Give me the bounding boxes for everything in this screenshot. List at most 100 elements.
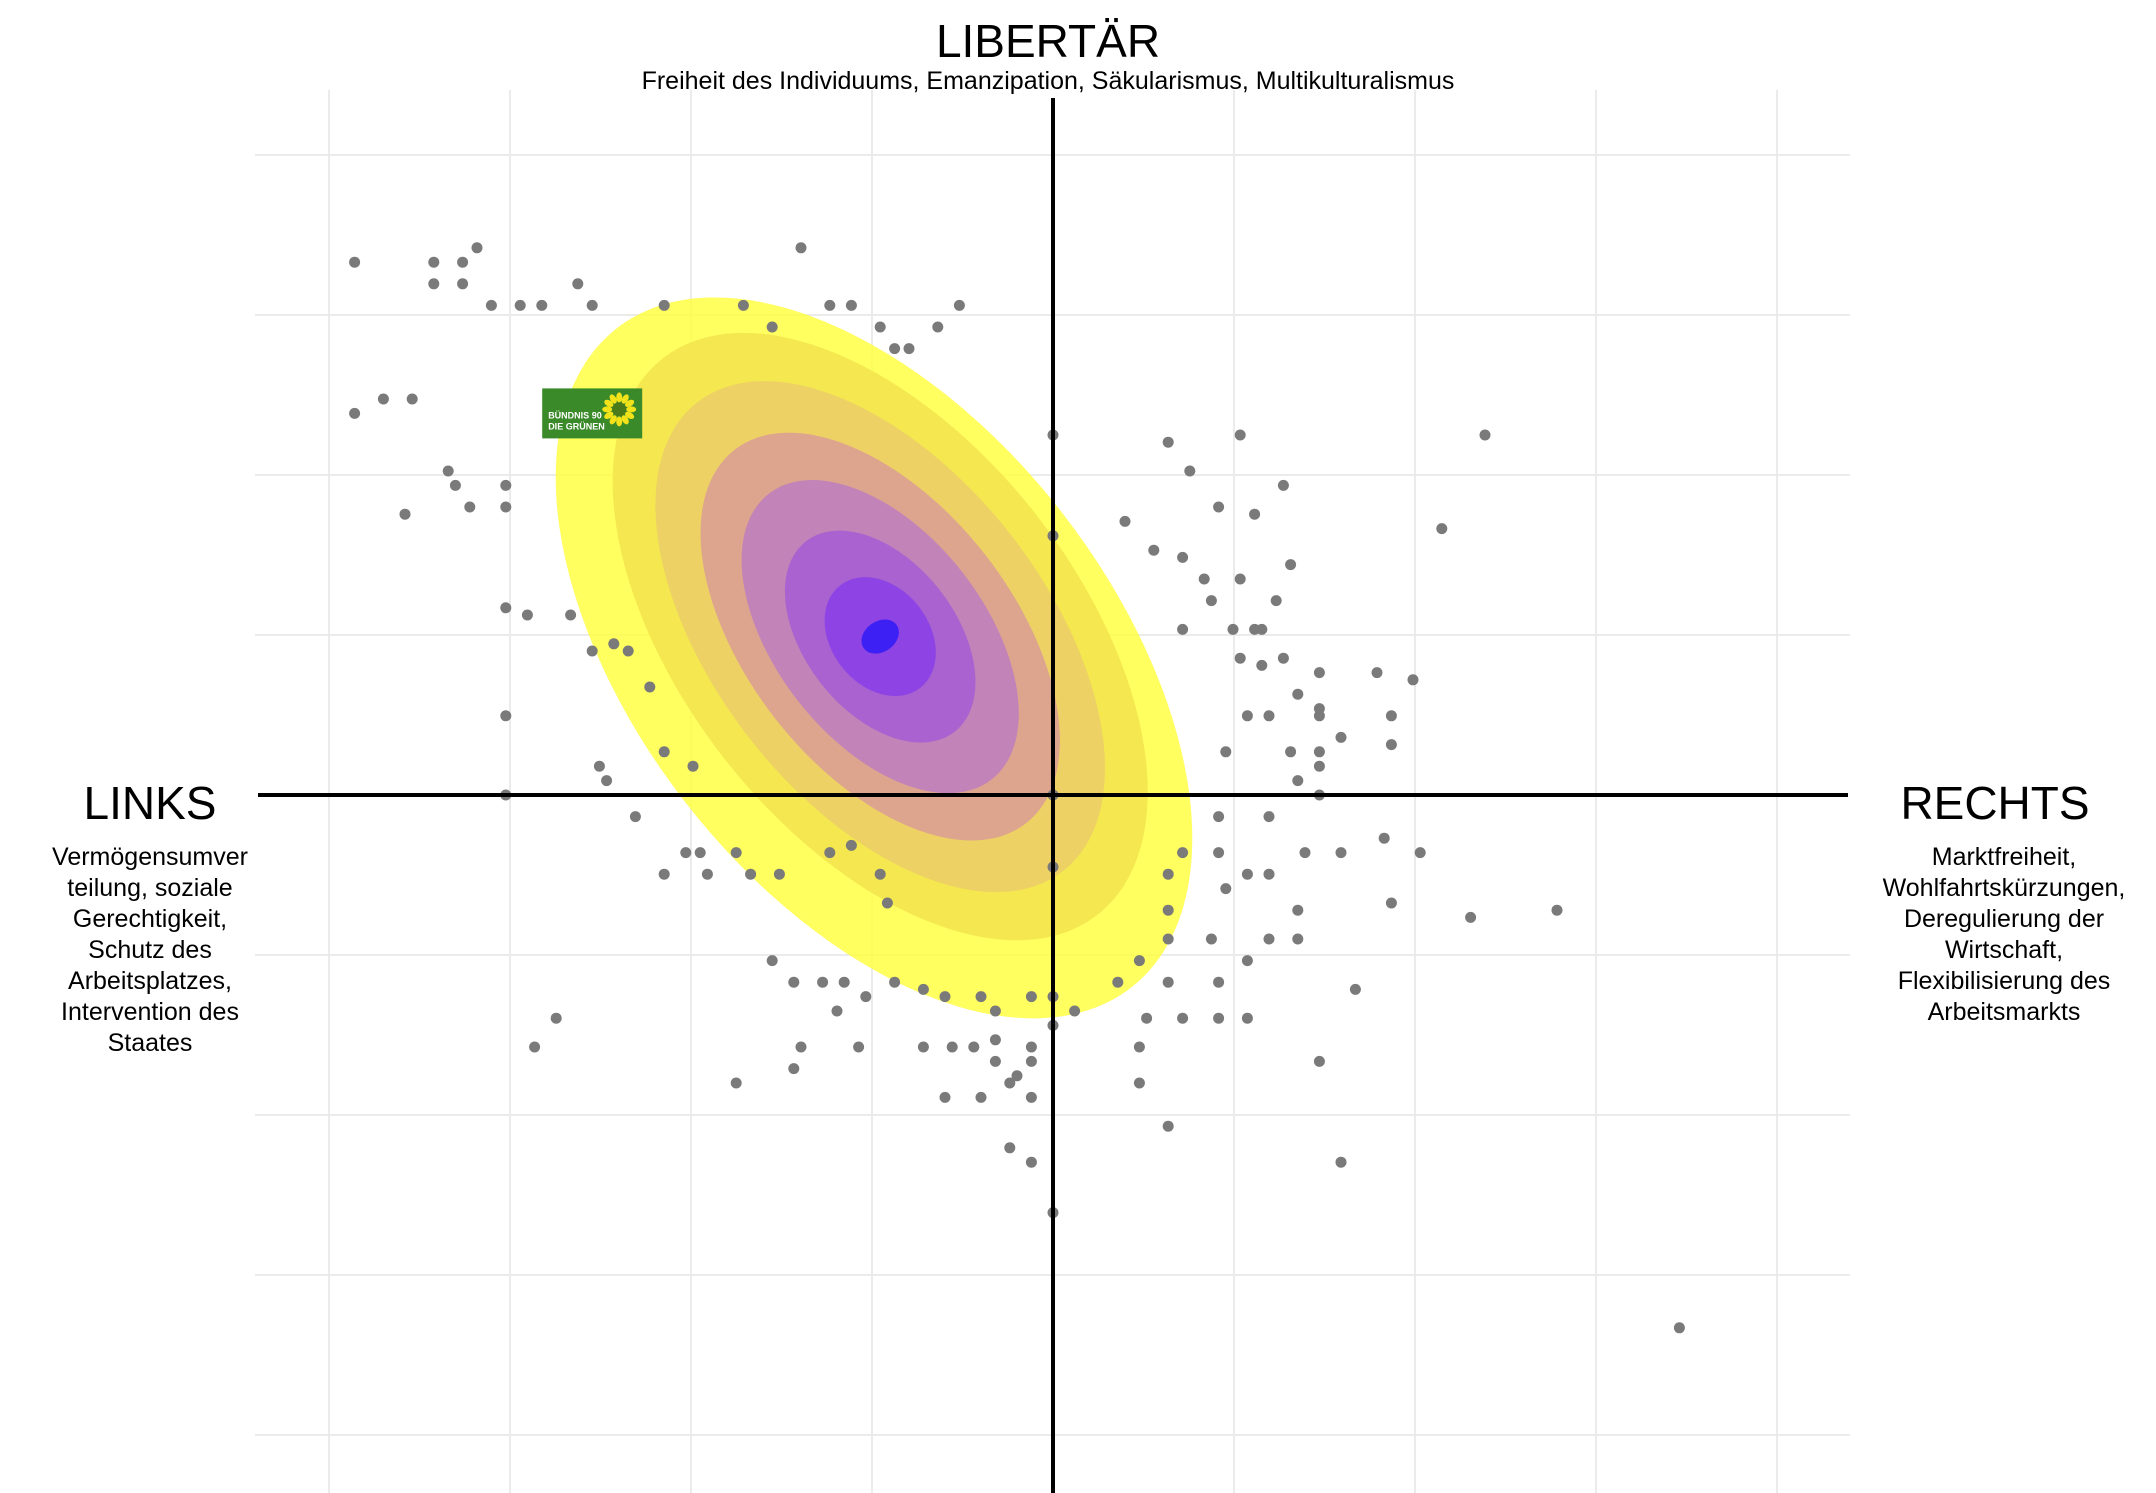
data-point [500,479,512,491]
axis-right-label: RECHTS [1900,777,2090,829]
data-point [1025,1041,1037,1053]
data-point [939,991,951,1003]
axis-left-description-line: teilung, soziale [67,874,233,902]
data-point [464,501,476,513]
data-point [1148,544,1160,556]
data-point [457,278,469,290]
data-point [1479,429,1491,441]
data-point [1313,667,1325,679]
sunflower-petal [626,406,637,413]
data-point [1241,955,1253,967]
sunflower-petal [616,416,623,427]
data-point [1162,933,1174,945]
data-point [1292,904,1304,916]
data-point [701,868,713,880]
data-point [1119,515,1131,527]
data-point [881,897,893,909]
sunflower-petal [621,415,629,425]
data-point [730,1077,742,1089]
axis-left-description-line: Intervention des [61,998,239,1026]
data-point [788,976,800,988]
data-point [874,321,886,333]
data-point [1551,904,1563,916]
axis-left-description-line: Schutz des [88,936,212,964]
data-point [529,1041,541,1053]
sunflower-petal [609,394,617,404]
data-point [622,645,634,657]
data-point [428,278,440,290]
data-point [1213,501,1225,513]
data-point [1371,667,1383,679]
axis-left-description-line: Vermögensumver [52,843,248,871]
axis-right-description-line: Arbeitsmarkts [1927,998,2081,1026]
data-point [1112,976,1124,988]
data-point [428,256,440,268]
data-point [500,501,512,513]
data-point [593,760,605,772]
data-point [1256,623,1268,635]
data-point [1313,760,1325,772]
data-point [1335,847,1347,859]
data-point [1213,847,1225,859]
data-point [788,1063,800,1075]
data-point [1133,1041,1145,1053]
data-point [1673,1322,1685,1334]
data-point [1436,523,1448,535]
data-point [730,847,742,859]
data-point [536,299,548,311]
sunflower-petal [609,415,617,425]
data-point [737,299,749,311]
data-point [572,278,584,290]
data-point [349,256,361,268]
data-point [658,299,670,311]
data-point [1335,1156,1347,1168]
data-point [1177,847,1189,859]
data-point [932,321,944,333]
data-point [773,868,785,880]
data-point [766,955,778,967]
data-point [939,1091,951,1103]
data-point [1198,573,1210,585]
data-point [1292,933,1304,945]
data-point [1241,1012,1253,1024]
data-point [874,868,886,880]
data-point [1385,739,1397,751]
axis-top-description: Freiheit des Individuums, Emanzipation, … [641,67,1455,95]
data-point [845,839,857,851]
data-points [349,242,1685,1334]
axis-left-description-line: Arbeitsplatzes, [68,967,232,995]
sunflower-petal [604,399,614,408]
data-point [889,976,901,988]
data-point [824,299,836,311]
data-point [903,343,915,355]
data-point [471,242,483,254]
data-point [658,868,670,880]
data-point [687,760,699,772]
sunflower-petal [602,406,613,413]
data-point [550,1012,562,1024]
data-point [1234,652,1246,664]
data-point [1313,710,1325,722]
data-point [1285,746,1297,758]
data-point [1465,911,1477,923]
data-point [917,1041,929,1053]
data-point [514,299,526,311]
data-point [1162,904,1174,916]
axis-left-description: Vermögensumver teilung, soziale Gerechti… [20,842,280,1059]
data-point [1141,1012,1153,1024]
data-point [1313,746,1325,758]
data-point [853,1041,865,1053]
data-point [1025,991,1037,1003]
data-point [644,681,656,693]
data-point [1011,1070,1023,1082]
data-point [1263,933,1275,945]
data-point [1234,429,1246,441]
data-point [629,811,641,823]
data-point [1241,710,1253,722]
data-point [917,983,929,995]
data-point [975,1091,987,1103]
data-point [485,299,497,311]
data-point [989,1034,1001,1046]
sunflower-petal [625,399,635,408]
